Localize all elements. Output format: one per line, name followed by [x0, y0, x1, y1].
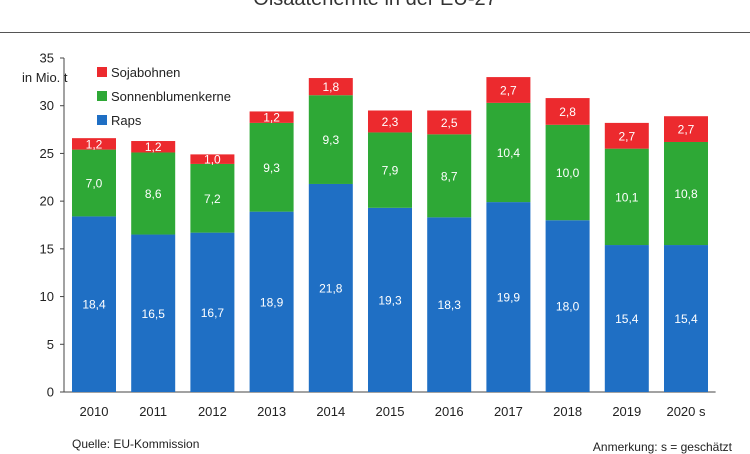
data-label: 19,3 — [378, 293, 402, 307]
data-label: 18,9 — [260, 295, 284, 309]
x-tick-label: 2019 — [612, 404, 641, 419]
data-label: 1,0 — [204, 153, 221, 167]
bar-segment-raps — [604, 245, 649, 392]
data-label: 15,4 — [674, 312, 698, 326]
legend-label: Sonnenblumenkerne — [111, 89, 231, 104]
x-tick-label: 2013 — [257, 404, 286, 419]
bar-segment-sojabohnen — [190, 154, 235, 164]
bar-segment-sonnenblumenkerne — [545, 124, 590, 221]
bar-segment-raps — [427, 217, 472, 392]
y-tick-label: 20 — [40, 194, 54, 209]
bar-segment-sonnenblumenkerne — [190, 163, 235, 233]
y-tick-label: 25 — [40, 146, 54, 161]
bar-segment-raps — [72, 216, 116, 392]
data-label: 16,7 — [201, 306, 225, 320]
bar-segment-sonnenblumenkerne — [486, 102, 531, 203]
data-label: 18,0 — [556, 300, 580, 314]
bar-segment-raps — [664, 245, 708, 392]
annotation-note: Anmerkung: s = geschätzt — [592, 440, 732, 454]
bar-segment-sojabohnen — [604, 122, 649, 149]
data-label: 9,3 — [322, 133, 339, 147]
bar-segment-sojabohnen — [131, 141, 176, 153]
bars: 18,4 7,0 1,2 16,5 8,6 1,2 16,7 7,2 1,0 18,9 9,3 1,2… — [72, 77, 708, 392]
bar-segment-sonnenblumenkerne — [664, 141, 708, 246]
legend-label: Sojabohnen — [111, 65, 180, 80]
legend-swatch — [97, 115, 107, 125]
bar-segment-sojabohnen — [308, 78, 353, 96]
bar-segment-sonnenblumenkerne — [368, 132, 412, 208]
bar-segment-sonnenblumenkerne — [249, 122, 294, 212]
data-label: 21,8 — [319, 281, 343, 295]
y-tick-label: 0 — [47, 385, 54, 400]
data-label: 7,2 — [204, 192, 221, 206]
bar-segment-raps — [249, 211, 294, 392]
y-tick-label: 30 — [40, 98, 54, 113]
data-label: 18,4 — [82, 298, 106, 312]
data-label: 7,9 — [382, 164, 399, 178]
bar-segment-sojabohnen — [427, 110, 472, 135]
data-label: 2,8 — [559, 105, 576, 119]
y-tick-label: 15 — [40, 241, 54, 256]
top-divider — [0, 32, 750, 33]
x-tick-label: 2020 s — [666, 404, 706, 419]
data-label: 7,0 — [86, 177, 103, 191]
y-tick-label: 35 — [40, 51, 54, 66]
data-label: 16,5 — [142, 307, 166, 321]
bar-segment-sojabohnen — [486, 77, 531, 103]
x-tick-label: 2016 — [435, 404, 464, 419]
legend-swatch — [97, 67, 107, 77]
bar-segment-sonnenblumenkerne — [72, 149, 116, 217]
bar-segment-raps — [486, 202, 531, 392]
legend-label: Raps — [111, 113, 142, 128]
y-axis-label: in Mio. t — [22, 70, 68, 85]
y-tick-label: 10 — [40, 289, 54, 304]
data-label: 10,4 — [497, 146, 521, 160]
bar-segment-raps — [190, 232, 235, 392]
data-label: 2,7 — [500, 83, 517, 97]
data-label: 1,2 — [263, 111, 280, 125]
y-tick-label: 5 — [47, 337, 54, 352]
chart-title: Ölsaatenernte in der EU-27 — [0, 0, 750, 11]
data-label: 18,3 — [438, 298, 462, 312]
bar-segment-raps — [308, 183, 353, 392]
data-label: 10,1 — [615, 190, 639, 204]
x-tick-label: 2017 — [494, 404, 523, 419]
data-label: 2,7 — [618, 129, 635, 143]
bar-segment-sojabohnen — [72, 138, 116, 150]
bar-segment-raps — [368, 207, 412, 392]
bar-segment-raps — [545, 220, 590, 392]
bar-segment-sojabohnen — [545, 98, 590, 125]
bar-segment-sonnenblumenkerne — [131, 152, 176, 235]
data-label: 8,7 — [441, 169, 458, 183]
data-label: 1,2 — [86, 137, 103, 151]
legend-swatch — [97, 91, 107, 101]
bar-segment-raps — [131, 234, 176, 392]
bar-segment-sonnenblumenkerne — [427, 134, 472, 218]
bar-segment-sonnenblumenkerne — [308, 95, 353, 184]
x-tick-label: 2014 — [316, 404, 345, 419]
data-label: 15,4 — [615, 312, 639, 326]
data-label: 8,6 — [145, 187, 162, 201]
data-label: 10,0 — [556, 166, 580, 180]
data-label: 1,2 — [145, 140, 162, 154]
data-label: 10,8 — [674, 187, 698, 201]
x-tick-label: 2010 — [80, 404, 109, 419]
source-note: Quelle: EU-Kommission — [72, 437, 200, 451]
data-label: 9,3 — [263, 161, 280, 175]
bar-segment-sojabohnen — [249, 111, 294, 123]
x-tick-label: 2012 — [198, 404, 227, 419]
data-label: 1,8 — [322, 80, 339, 94]
bar-segment-sonnenblumenkerne — [604, 148, 649, 246]
data-label: 2,3 — [382, 115, 399, 129]
legend: Sojabohnen Sonnenblumenkerne Raps — [97, 65, 231, 128]
x-tick-label: 2018 — [553, 404, 582, 419]
bar-segment-sojabohnen — [368, 110, 412, 133]
data-label: 19,9 — [497, 291, 521, 305]
data-label: 2,7 — [678, 123, 695, 137]
x-tick-label: 2011 — [139, 404, 167, 419]
data-label: 2,5 — [441, 116, 458, 130]
x-tick-label: 2015 — [376, 404, 405, 419]
bar-segment-sojabohnen — [664, 116, 708, 142]
